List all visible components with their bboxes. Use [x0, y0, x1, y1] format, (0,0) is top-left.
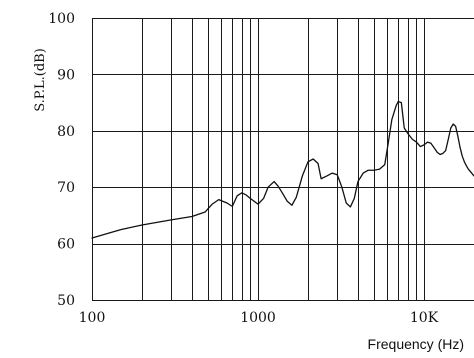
x-tick-label: 1000 — [240, 310, 276, 326]
y-tick-label: 80 — [57, 124, 75, 140]
y-tick-label: 60 — [57, 237, 75, 253]
x-tick-label: 10K — [410, 310, 439, 326]
x-tick-label: 100 — [79, 310, 106, 326]
spl-response-line — [91, 100, 474, 239]
y-tick-label: 90 — [57, 67, 75, 83]
series — [91, 100, 474, 239]
x-tick-labels: 100 1000 10K — [79, 310, 439, 326]
x-axis-label: Frequency (Hz) — [368, 336, 464, 352]
y-tick-label: 50 — [57, 293, 75, 309]
plot-frame — [91, 17, 474, 302]
y-tick-label: 70 — [57, 180, 75, 196]
y-tick-labels: 50 60 70 80 90 100 — [48, 11, 75, 309]
grid — [92, 18, 474, 301]
y-tick-label: 100 — [48, 11, 75, 27]
y-axis-label: S.P.L.(dB) — [33, 48, 48, 112]
